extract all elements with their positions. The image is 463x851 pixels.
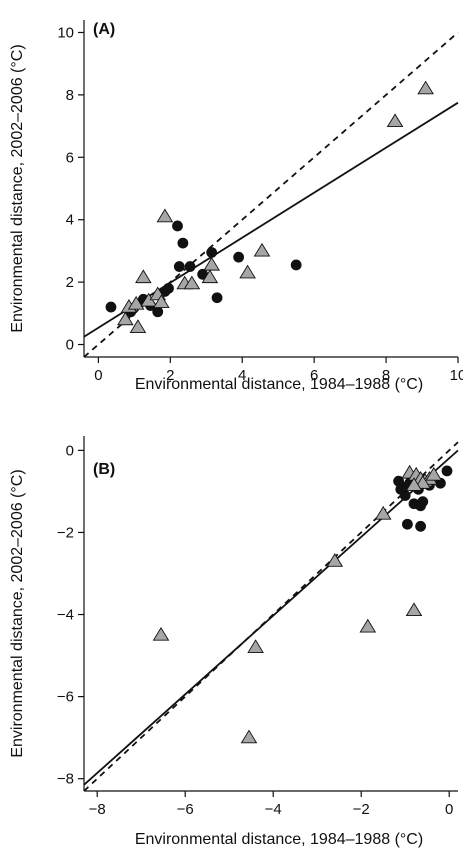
triangle-point bbox=[247, 639, 264, 653]
triangle-point bbox=[425, 466, 443, 481]
circle-point bbox=[417, 496, 429, 508]
circle-point bbox=[233, 251, 245, 263]
circle-point bbox=[211, 292, 223, 304]
x-tick-label: −8 bbox=[89, 801, 106, 818]
y-tick-label: −8 bbox=[57, 771, 74, 788]
triangle-point bbox=[152, 626, 170, 641]
panel-label: (B) bbox=[93, 461, 115, 478]
y-tick-label: 6 bbox=[66, 149, 74, 166]
x-tick-label: −6 bbox=[177, 801, 194, 818]
triangle-point bbox=[239, 264, 256, 279]
triangle-point bbox=[156, 208, 174, 223]
y-tick-label: 2 bbox=[66, 274, 74, 291]
panel-b: −8 −6 −4 −2 0 0 −2 −4 −6 −8 Environmental distance… bbox=[9, 436, 459, 848]
triangle-point bbox=[253, 242, 271, 257]
x-tick-label: 4 bbox=[238, 367, 246, 384]
y-tick-label: 4 bbox=[66, 212, 74, 229]
circle-point bbox=[290, 259, 302, 271]
triangle-point bbox=[240, 729, 258, 744]
y-axis-label: Environmental distance, 2002–2006 (°C) bbox=[9, 44, 26, 332]
triangle-point bbox=[129, 319, 147, 333]
circle-point bbox=[415, 520, 427, 532]
x-tick-label: −4 bbox=[265, 801, 282, 818]
circle-point bbox=[172, 220, 183, 232]
triangle-point bbox=[153, 294, 170, 309]
y-tick-label: 0 bbox=[66, 337, 74, 354]
triangle-point bbox=[326, 553, 344, 567]
circle-point bbox=[441, 465, 453, 477]
x-tick-label: 8 bbox=[382, 367, 390, 384]
triangle-point bbox=[417, 80, 434, 95]
y-axis-label: Environmental distance, 2002–2006 (°C) bbox=[9, 469, 26, 757]
triangle-point bbox=[386, 113, 404, 128]
y-tick-label: 0 bbox=[66, 442, 74, 459]
x-axis-label: Environmental distance, 1984–1988 (°C) bbox=[135, 831, 423, 848]
panel-a: 0 2 4 6 8 10 0 2 4 6 8 10 Environmental distance, 19… bbox=[9, 20, 463, 393]
x-tick-label: 0 bbox=[445, 801, 453, 818]
y-tick-label: −6 bbox=[57, 689, 74, 706]
triangle-point bbox=[203, 256, 220, 271]
circle-point bbox=[395, 483, 407, 495]
x-tick-label: 2 bbox=[166, 367, 174, 384]
circle-point bbox=[163, 282, 174, 294]
x-tick-label: 6 bbox=[310, 367, 318, 384]
x-tick-label: 0 bbox=[94, 367, 102, 384]
triangle-point bbox=[359, 618, 377, 633]
circle-point bbox=[206, 247, 218, 258]
triangle-point bbox=[405, 477, 423, 491]
y-tick-label: −4 bbox=[57, 607, 74, 624]
x-tick-label: 10 bbox=[450, 367, 463, 384]
regression-line bbox=[83, 449, 459, 786]
x-tick-label: −2 bbox=[353, 801, 370, 818]
triangle-point bbox=[117, 311, 134, 326]
panel-label: (A) bbox=[93, 21, 115, 38]
y-tick-label: −2 bbox=[57, 524, 74, 541]
circle-point bbox=[401, 518, 413, 530]
y-tick-label: 8 bbox=[66, 87, 74, 104]
circle-point bbox=[184, 261, 196, 272]
triangle-point bbox=[405, 602, 423, 617]
triangle-point bbox=[374, 505, 392, 520]
x-axis-label: Environmental distance, 1984–1988 (°C) bbox=[135, 376, 423, 393]
circle-point bbox=[173, 261, 185, 272]
y-tick-label: 10 bbox=[57, 24, 74, 41]
circle-point bbox=[177, 237, 189, 249]
triangle-point bbox=[414, 475, 432, 489]
triangle-point bbox=[183, 275, 201, 290]
triangle-point bbox=[201, 269, 219, 284]
circle-point bbox=[152, 306, 164, 318]
circle-point bbox=[105, 301, 117, 313]
triangle-point bbox=[135, 269, 152, 284]
triangle-point bbox=[127, 295, 145, 310]
